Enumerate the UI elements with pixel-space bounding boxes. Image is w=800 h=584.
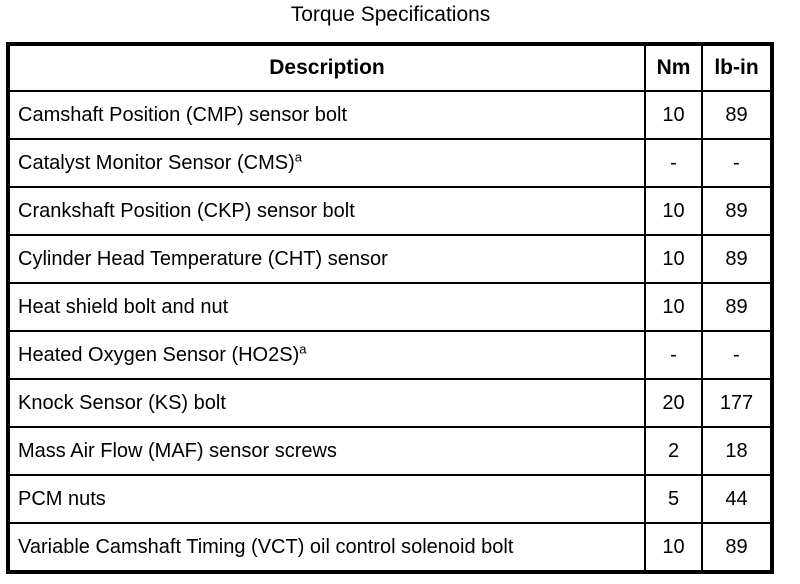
lb-in-value-cell: 89 [701,522,773,573]
table-row: Heated Oxygen Sensor (HO2S)a - - [7,330,773,380]
description-cell: Camshaft Position (CMP) sensor bolt [7,90,646,140]
nm-value-cell: 10 [644,234,703,284]
table-row: Catalyst Monitor Sensor (CMS)a - - [7,138,773,188]
lb-in-value-cell: 89 [701,234,773,284]
header-lb-in: lb-in [701,43,773,92]
header-nm: Nm [644,43,703,92]
nm-value-cell: - [644,330,703,380]
description-cell: Catalyst Monitor Sensor (CMS)a [7,138,646,188]
torque-specifications-table: Description Nm lb-in Camshaft Position (… [6,42,774,574]
lb-in-value-cell: 18 [701,426,773,476]
description-cell: Cylinder Head Temperature (CHT) sensor [7,234,646,284]
nm-value-cell: 5 [644,474,703,524]
nm-value-cell: 10 [644,522,703,573]
footnote-marker: a [299,341,307,357]
lb-in-value-cell: 177 [701,378,773,428]
nm-value-cell: 10 [644,186,703,236]
table-row: Knock Sensor (KS) bolt 20 177 [7,378,773,428]
table-row: Mass Air Flow (MAF) sensor screws 2 18 [7,426,773,476]
nm-value-cell: - [644,138,703,188]
lb-in-value-cell: - [701,330,773,380]
description-cell: Heated Oxygen Sensor (HO2S)a [7,330,646,380]
footnote-marker: a [294,149,302,165]
lb-in-value-cell: 89 [701,282,773,332]
header-description: Description [7,43,646,92]
description-cell: Variable Camshaft Timing (VCT) oil contr… [7,522,646,573]
description-cell: Knock Sensor (KS) bolt [7,378,646,428]
lb-in-value-cell: 44 [701,474,773,524]
header-row: Description Nm lb-in [7,43,773,92]
nm-value-cell: 2 [644,426,703,476]
table-row: Camshaft Position (CMP) sensor bolt 10 89 [7,90,773,140]
nm-value-cell: 10 [644,282,703,332]
lb-in-value-cell: - [701,138,773,188]
description-cell: Heat shield bolt and nut [7,282,646,332]
lb-in-value-cell: 89 [701,186,773,236]
table-row: Variable Camshaft Timing (VCT) oil contr… [7,522,773,573]
nm-value-cell: 10 [644,90,703,140]
nm-value-cell: 20 [644,378,703,428]
table-row: Cylinder Head Temperature (CHT) sensor 10… [7,234,773,284]
table-body: Camshaft Position (CMP) sensor bolt 10 89 C… [7,90,773,573]
description-cell: Mass Air Flow (MAF) sensor screws [7,426,646,476]
description-cell: PCM nuts [7,474,646,524]
table-row: Heat shield bolt and nut 10 89 [7,282,773,332]
lb-in-value-cell: 89 [701,90,773,140]
table-row: PCM nuts 5 44 [7,474,773,524]
table-row: Crankshaft Position (CKP) sensor bolt 10 8… [7,186,773,236]
table-title: Torque Specifications [290,3,491,26]
description-cell: Crankshaft Position (CKP) sensor bolt [7,186,646,236]
